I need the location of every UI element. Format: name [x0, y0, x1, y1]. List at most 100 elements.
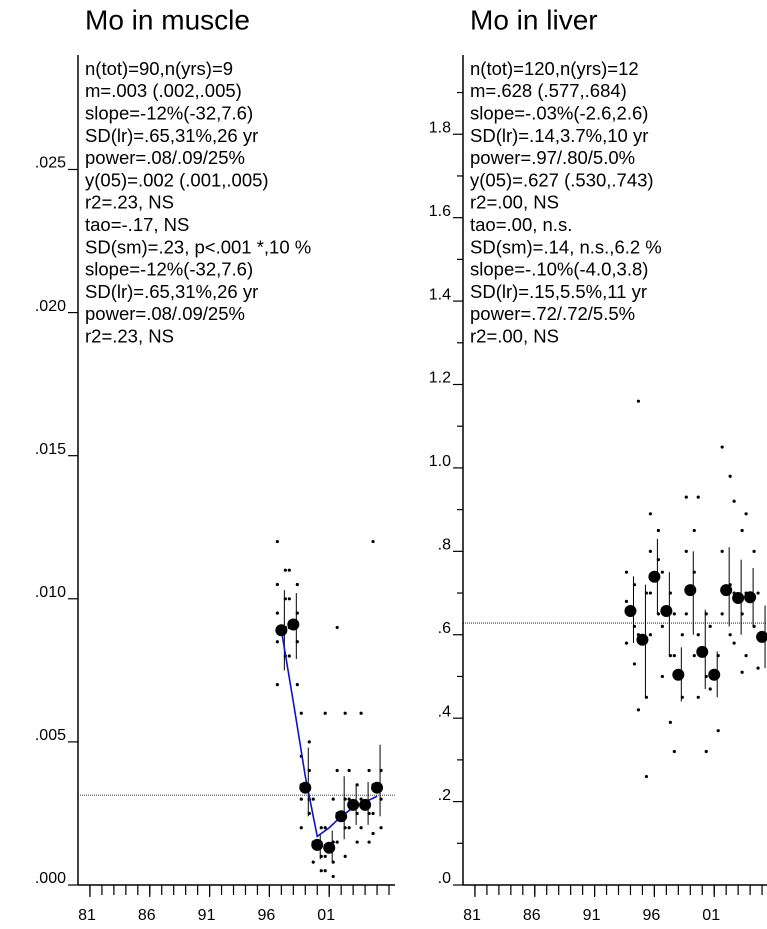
sample-point — [319, 826, 323, 830]
sample-point — [331, 797, 335, 801]
sample-point — [331, 874, 335, 879]
sample-point — [720, 612, 724, 616]
x-tick-label: 96 — [642, 907, 660, 924]
sample-point — [656, 528, 660, 533]
x-tick-label: 01 — [317, 907, 335, 924]
sample-point — [287, 654, 291, 658]
mean-point — [756, 630, 767, 643]
y-tick-label: .6 — [438, 620, 451, 637]
x-tick-label: 91 — [583, 907, 601, 924]
x-tick-label: 81 — [463, 907, 481, 924]
stat-line: tao=-.17, NS — [85, 214, 189, 235]
sample-point — [323, 711, 327, 715]
y-tick-label: 1.8 — [429, 119, 451, 136]
sample-point — [323, 869, 327, 873]
sample-point — [335, 625, 339, 630]
y-tick-label: 1.6 — [429, 203, 451, 220]
sample-point — [732, 499, 736, 503]
sample-point — [720, 445, 724, 449]
sample-point — [275, 683, 279, 687]
sample-point — [648, 549, 652, 553]
sample-point — [744, 654, 748, 658]
stat-line: m=.003 (.002,.005) — [85, 80, 242, 101]
sample-point — [740, 528, 744, 533]
mean-point — [684, 584, 697, 597]
sample-point — [307, 740, 311, 744]
sample-point — [371, 811, 375, 816]
x-tick-label: 96 — [257, 907, 275, 924]
stat-line: power=.97/.80/5.0% — [470, 147, 635, 168]
sample-point — [744, 512, 748, 516]
y-tick-label: .010 — [35, 584, 66, 601]
stat-line: m=.628 (.577,.684) — [470, 80, 627, 101]
sample-point — [632, 662, 637, 666]
mean-point — [311, 838, 324, 851]
sample-point — [636, 399, 641, 403]
stat-line: power=.08/.09/25% — [85, 147, 245, 168]
mean-point — [323, 841, 336, 854]
stat-line: tao=.00, n.s. — [470, 214, 572, 235]
sample-point — [323, 826, 327, 830]
sample-point — [359, 711, 363, 715]
y-tick-label: 1.0 — [429, 453, 451, 470]
sample-point — [672, 612, 676, 616]
sample-point — [636, 708, 641, 712]
sample-point — [299, 797, 303, 801]
sample-point — [648, 591, 652, 595]
panel-title: Mo in muscle — [85, 4, 250, 35]
y-tick-label: 1.2 — [429, 370, 451, 387]
stat-line: n(tot)=90,n(yrs)=9 — [85, 58, 233, 79]
y-tick-label: .000 — [35, 870, 66, 887]
y-tick-label: 1.4 — [429, 286, 451, 303]
sample-point — [275, 611, 279, 615]
stat-line: slope=-.03%(-2.6,2.6) — [470, 102, 648, 123]
sample-point — [347, 826, 351, 830]
y-tick-label: .025 — [35, 155, 66, 172]
stat-line: r2=.00, NS — [470, 325, 559, 346]
sample-point — [720, 549, 724, 553]
sample-point — [367, 840, 371, 844]
stat-line: SD(lr)=.14,3.7%,10 yr — [470, 125, 648, 146]
sample-point — [275, 539, 279, 544]
sample-point — [684, 612, 688, 616]
sample-point — [696, 633, 700, 637]
sample-point — [323, 854, 327, 858]
sample-point — [644, 774, 649, 779]
sample-point — [335, 768, 339, 773]
stat-line: r2=.00, NS — [470, 192, 559, 213]
sample-point — [696, 695, 700, 699]
sample-point — [311, 797, 315, 801]
y-tick-label: .0 — [438, 870, 451, 887]
mean-point — [732, 592, 745, 605]
sample-point — [756, 666, 760, 670]
mean-point — [624, 604, 637, 617]
mean-point — [660, 604, 673, 617]
sample-point — [311, 860, 315, 864]
stat-line: power=.72/.72/5.5% — [470, 303, 635, 324]
sample-point — [668, 720, 672, 724]
sample-point — [684, 495, 688, 499]
stat-line: y(05)=.002 (.001,.005) — [85, 169, 269, 190]
x-tick-label: 86 — [523, 907, 541, 924]
sample-point — [728, 474, 732, 478]
sample-point — [275, 582, 279, 587]
y-tick-label: .4 — [438, 703, 451, 720]
mean-point — [648, 570, 661, 583]
stat-line: y(05)=.627 (.530,.743) — [470, 169, 654, 190]
sample-point — [660, 570, 664, 574]
sample-point — [648, 633, 652, 637]
sample-point — [319, 869, 323, 873]
sample-point — [624, 641, 629, 645]
sample-point — [371, 539, 375, 544]
mean-point — [708, 668, 721, 681]
mean-point — [347, 798, 360, 811]
sample-point — [371, 831, 375, 836]
sample-point — [732, 641, 736, 645]
mean-point — [287, 618, 300, 631]
sample-point — [299, 711, 303, 715]
sample-point — [660, 674, 664, 679]
stat-line: slope=-12%(-32,7.6) — [85, 102, 253, 123]
sample-point — [624, 570, 629, 574]
y-tick-label: .015 — [35, 441, 66, 458]
stat-line: r2=.23, NS — [85, 192, 174, 213]
